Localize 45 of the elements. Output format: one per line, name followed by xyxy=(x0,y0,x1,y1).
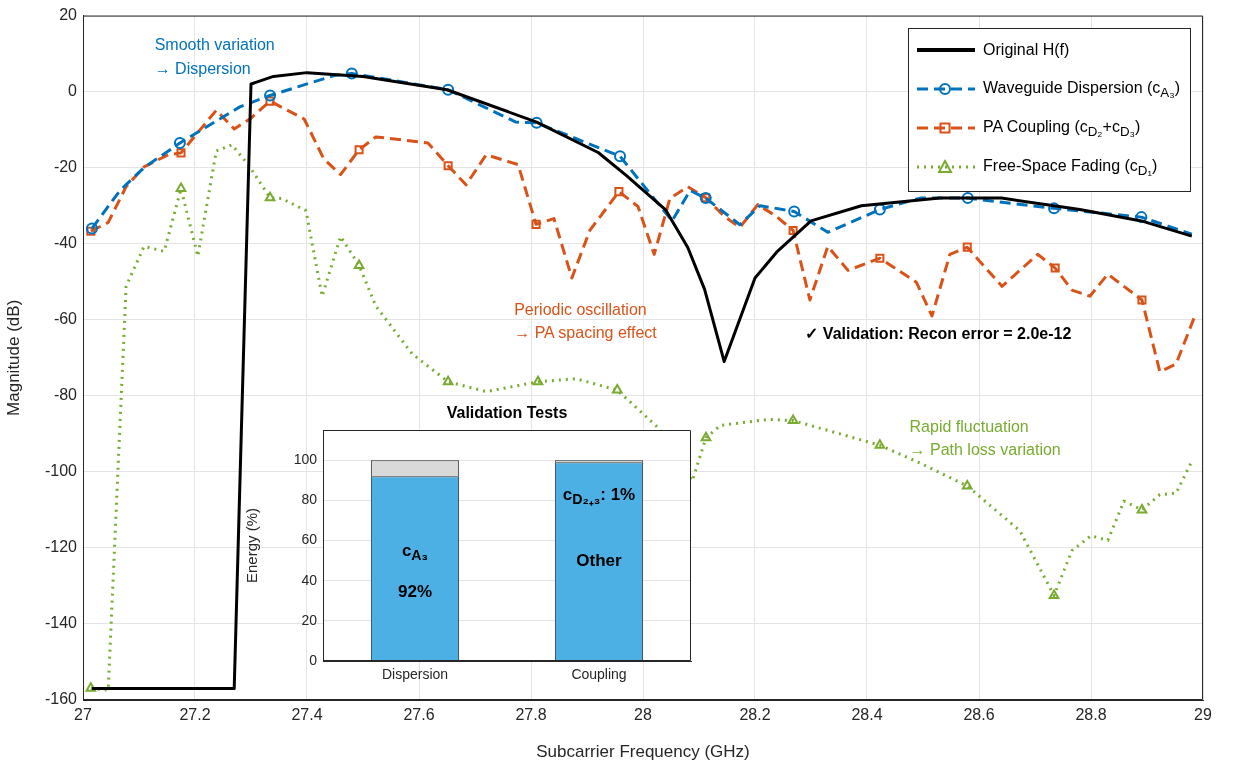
annotation: c$_{D₂₊₃}$: 1% xyxy=(562,483,636,509)
x-tick-label: Dispersion xyxy=(381,666,449,683)
annotation: 92% xyxy=(397,580,433,603)
y-tick-label: -120 xyxy=(44,538,78,556)
x-tick-label: 28.6 xyxy=(963,706,995,724)
legend-label: Waveguide Dispersion (c$_{A₃}$) xyxy=(983,78,1180,100)
legend-label: Original H(f) xyxy=(983,41,1070,60)
y-tick-label: -20 xyxy=(53,158,78,176)
x-tick-label: 29 xyxy=(1194,706,1212,724)
x-tick-label: 28.4 xyxy=(851,706,883,724)
x-tick-label: 28.8 xyxy=(1075,706,1107,724)
annotation: Other xyxy=(576,549,622,572)
y-tick-label: 20 xyxy=(59,6,78,24)
annotation: Periodic oscillation → PA spacing effect xyxy=(514,300,657,344)
chart-title: Validation Tests xyxy=(446,404,568,422)
y-tick-label: -80 xyxy=(53,386,78,404)
y-tick-label: -40 xyxy=(53,234,78,252)
x-tick-label: Coupling xyxy=(571,666,627,683)
y-tick-label: -60 xyxy=(53,310,78,328)
x-tick-label: 27.4 xyxy=(291,706,323,724)
y-tick-label: 20 xyxy=(301,611,318,628)
y-tick-label: -100 xyxy=(44,462,78,480)
x-axis-title: Subcarrier Frequency (GHz) xyxy=(536,742,750,762)
y-tick-label: 100 xyxy=(293,450,318,467)
x-tick-label: 28 xyxy=(634,706,652,724)
annotation: c$_{A₃}$ xyxy=(401,539,429,565)
x-tick-label: 27 xyxy=(74,706,92,724)
y-tick-label: 40 xyxy=(301,571,318,588)
x-tick-label: 27.2 xyxy=(179,706,211,724)
annotation: Rapid fluctuation → Path loss variation xyxy=(909,416,1061,460)
y-axis-title: Magnitude (dB) xyxy=(3,299,23,416)
annotation: Smooth variation → Dispersion xyxy=(154,35,275,79)
y-tick-label: 80 xyxy=(301,491,318,508)
annotation: ✓ Validation: Recon error = 2.0e-12 xyxy=(805,324,1072,345)
y-axis-title: Energy (%) xyxy=(243,507,261,584)
y-tick-label: 0 xyxy=(68,82,78,100)
y-tick-label: -160 xyxy=(44,690,78,708)
x-tick-label: 27.6 xyxy=(403,706,435,724)
x-tick-label: 27.8 xyxy=(515,706,547,724)
y-tick-label: 60 xyxy=(301,531,318,548)
legend-label: Free-Space Fading (c$_{D₁}$) xyxy=(983,156,1158,178)
legend-label: PA Coupling (c$_{D₂}$+c$_{D₃}$) xyxy=(983,117,1141,139)
x-tick-label: 28.2 xyxy=(739,706,771,724)
y-tick-label: 0 xyxy=(309,651,318,668)
y-tick-label: -140 xyxy=(44,614,78,632)
